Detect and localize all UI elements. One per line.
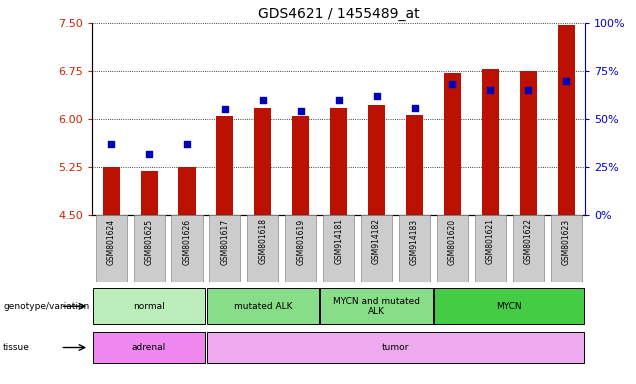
- FancyBboxPatch shape: [95, 215, 127, 282]
- Text: GSM914181: GSM914181: [334, 218, 343, 265]
- Point: [334, 97, 344, 103]
- FancyBboxPatch shape: [434, 288, 584, 324]
- Text: GSM801618: GSM801618: [258, 218, 267, 265]
- Point: [485, 87, 495, 93]
- Text: GSM914182: GSM914182: [372, 218, 381, 265]
- Text: GSM801617: GSM801617: [221, 218, 230, 265]
- FancyBboxPatch shape: [475, 215, 506, 282]
- FancyBboxPatch shape: [361, 215, 392, 282]
- FancyBboxPatch shape: [134, 215, 165, 282]
- FancyBboxPatch shape: [399, 215, 430, 282]
- Text: tissue: tissue: [3, 343, 30, 352]
- Bar: [330, 108, 347, 215]
- Text: GSM801626: GSM801626: [183, 218, 191, 265]
- Bar: [482, 69, 499, 215]
- FancyBboxPatch shape: [207, 288, 319, 324]
- Text: GSM801620: GSM801620: [448, 218, 457, 265]
- Bar: [292, 116, 309, 215]
- FancyBboxPatch shape: [93, 288, 205, 324]
- FancyBboxPatch shape: [209, 215, 240, 282]
- Point: [182, 141, 192, 147]
- FancyBboxPatch shape: [437, 215, 468, 282]
- Text: GSM801622: GSM801622: [524, 218, 533, 265]
- Text: GSM914183: GSM914183: [410, 218, 419, 265]
- Point: [523, 87, 534, 93]
- Bar: [558, 25, 575, 215]
- Text: normal: normal: [133, 302, 165, 311]
- Text: genotype/variation: genotype/variation: [3, 302, 90, 311]
- Point: [220, 106, 230, 113]
- Text: GSM801621: GSM801621: [486, 218, 495, 265]
- Bar: [141, 171, 158, 215]
- Bar: [368, 105, 385, 215]
- Text: MYCN: MYCN: [497, 302, 522, 311]
- Bar: [102, 167, 120, 215]
- Point: [561, 78, 571, 84]
- FancyBboxPatch shape: [207, 332, 584, 363]
- Bar: [406, 114, 423, 215]
- FancyBboxPatch shape: [93, 332, 205, 363]
- Text: GSM801624: GSM801624: [107, 218, 116, 265]
- Point: [371, 93, 382, 99]
- Text: tumor: tumor: [382, 343, 409, 352]
- FancyBboxPatch shape: [285, 215, 316, 282]
- Title: GDS4621 / 1455489_at: GDS4621 / 1455489_at: [258, 7, 420, 21]
- Point: [447, 81, 457, 88]
- Point: [296, 108, 306, 114]
- Bar: [179, 167, 195, 215]
- Text: GSM801619: GSM801619: [296, 218, 305, 265]
- Text: mutated ALK: mutated ALK: [233, 302, 292, 311]
- Bar: [216, 116, 233, 215]
- FancyBboxPatch shape: [321, 288, 432, 324]
- Point: [258, 97, 268, 103]
- Point: [144, 151, 154, 157]
- FancyBboxPatch shape: [551, 215, 582, 282]
- FancyBboxPatch shape: [172, 215, 202, 282]
- Text: adrenal: adrenal: [132, 343, 166, 352]
- Text: GSM801625: GSM801625: [144, 218, 153, 265]
- Text: MYCN and mutated
ALK: MYCN and mutated ALK: [333, 296, 420, 316]
- Bar: [444, 73, 461, 215]
- FancyBboxPatch shape: [323, 215, 354, 282]
- Point: [410, 104, 420, 111]
- Bar: [254, 108, 272, 215]
- Bar: [520, 71, 537, 215]
- Text: GSM801623: GSM801623: [562, 218, 570, 265]
- Point: [106, 141, 116, 147]
- FancyBboxPatch shape: [247, 215, 279, 282]
- FancyBboxPatch shape: [513, 215, 544, 282]
